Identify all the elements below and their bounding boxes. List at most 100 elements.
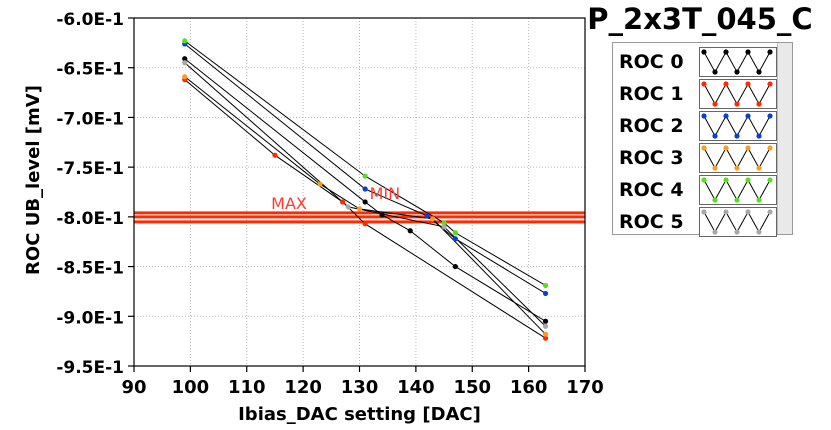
data-point	[452, 230, 458, 236]
legend-swatch	[699, 79, 777, 109]
data-point	[542, 290, 549, 297]
y-tick-label: -8.5E-1	[56, 259, 124, 279]
legend-marker	[723, 145, 729, 151]
legend-marker	[745, 145, 751, 151]
legend-swatch	[699, 175, 777, 205]
reference-label: MAX	[271, 194, 307, 213]
legend-label: ROC 2	[619, 115, 684, 137]
legend-marker	[745, 209, 751, 215]
legend-marker	[756, 165, 762, 171]
data-point	[379, 212, 385, 218]
legend-scrollbar[interactable]	[777, 43, 792, 234]
y-tick-label: -6.0E-1	[56, 10, 124, 30]
x-tick-label: 90	[121, 377, 146, 398]
legend-swatch-line	[701, 81, 773, 107]
data-point	[542, 331, 549, 337]
legend-marker	[767, 49, 773, 55]
legend-label: ROC 3	[619, 147, 684, 169]
legend-marker	[734, 69, 740, 75]
data-point	[182, 38, 188, 44]
data-point	[441, 220, 447, 226]
x-tick-label: 140	[397, 377, 435, 398]
legend-marker	[767, 81, 773, 87]
data-point	[362, 173, 368, 179]
legend-zigzag	[703, 114, 771, 138]
legend-marker	[745, 113, 751, 119]
legend-zigzag	[703, 146, 771, 170]
y-tick-label: -7.5E-1	[56, 159, 124, 179]
legend-swatch	[699, 111, 777, 141]
y-tick-label: -9.0E-1	[56, 308, 124, 328]
legend-marker	[756, 101, 762, 107]
legend-marker	[701, 49, 707, 55]
legend-label: ROC 1	[619, 83, 684, 105]
legend-label: ROC 0	[619, 51, 684, 73]
legend-marker	[745, 81, 751, 87]
legend-marker	[756, 197, 762, 203]
legend: ROC 0 ROC 1 ROC 2 ROC 3 ROC 4 ROC 5	[612, 42, 793, 238]
legend-swatch-line	[701, 209, 773, 235]
legend-swatch-line	[701, 177, 773, 203]
data-point	[542, 335, 549, 341]
legend-marker	[734, 229, 740, 235]
data-point	[362, 199, 368, 205]
legend-marker	[767, 177, 773, 183]
legend-marker	[734, 197, 740, 203]
data-point	[272, 152, 278, 158]
y-tick-label: -9.5E-1	[56, 358, 124, 378]
legend-marker	[745, 177, 751, 183]
data-point	[542, 318, 549, 324]
legend-swatch-line	[701, 113, 773, 139]
legend-marker	[712, 101, 718, 107]
legend-item: ROC 4	[613, 174, 778, 206]
legend-marker	[756, 133, 762, 139]
legend-item: ROC 1	[613, 78, 778, 110]
x-tick-label: 110	[228, 377, 266, 398]
legend-marker	[723, 81, 729, 87]
y-tick-label: -7.0E-1	[56, 109, 124, 129]
legend-marker	[701, 81, 707, 87]
legend-marker	[723, 49, 729, 55]
legend-marker	[701, 113, 707, 119]
legend-item: ROC 3	[613, 142, 778, 174]
data-point	[356, 206, 363, 212]
legend-swatch	[699, 47, 777, 77]
legend-marker	[701, 209, 707, 215]
legend-swatch-line	[701, 49, 773, 75]
x-tick-label: 130	[341, 377, 379, 398]
legend-item: ROC 5	[613, 206, 778, 238]
legend-marker	[723, 113, 729, 119]
x-tick-label: 170	[566, 377, 604, 398]
data-point	[424, 213, 430, 219]
chart-title: P_2x3T_045_C	[587, 2, 813, 36]
legend-swatch-line	[701, 145, 773, 171]
legend-marker	[712, 133, 718, 139]
legend-marker	[712, 229, 718, 235]
reference-label: MIN	[370, 184, 401, 203]
legend-marker	[767, 145, 773, 151]
legend-marker	[701, 145, 707, 151]
data-point	[362, 221, 368, 227]
data-point	[407, 228, 413, 234]
data-point	[182, 74, 188, 80]
data-point	[430, 216, 436, 222]
legend-item: ROC 2	[613, 110, 778, 142]
y-tick-label: -6.5E-1	[56, 60, 124, 80]
legend-marker	[756, 69, 762, 75]
x-tick-label: 120	[284, 377, 322, 398]
data-point	[542, 323, 549, 329]
legend-marker	[712, 69, 718, 75]
legend-marker	[712, 197, 718, 203]
legend-label: ROC 5	[619, 211, 684, 233]
data-point	[345, 204, 351, 210]
data-point	[339, 199, 346, 205]
legend-marker	[723, 177, 729, 183]
x-axis-label: Ibias_DAC setting [DAC]	[238, 404, 481, 425]
legend-marker	[712, 165, 718, 171]
data-point	[441, 224, 447, 230]
legend-marker	[734, 101, 740, 107]
series-line	[184, 58, 546, 322]
data-point	[182, 60, 188, 66]
legend-marker	[756, 229, 762, 235]
